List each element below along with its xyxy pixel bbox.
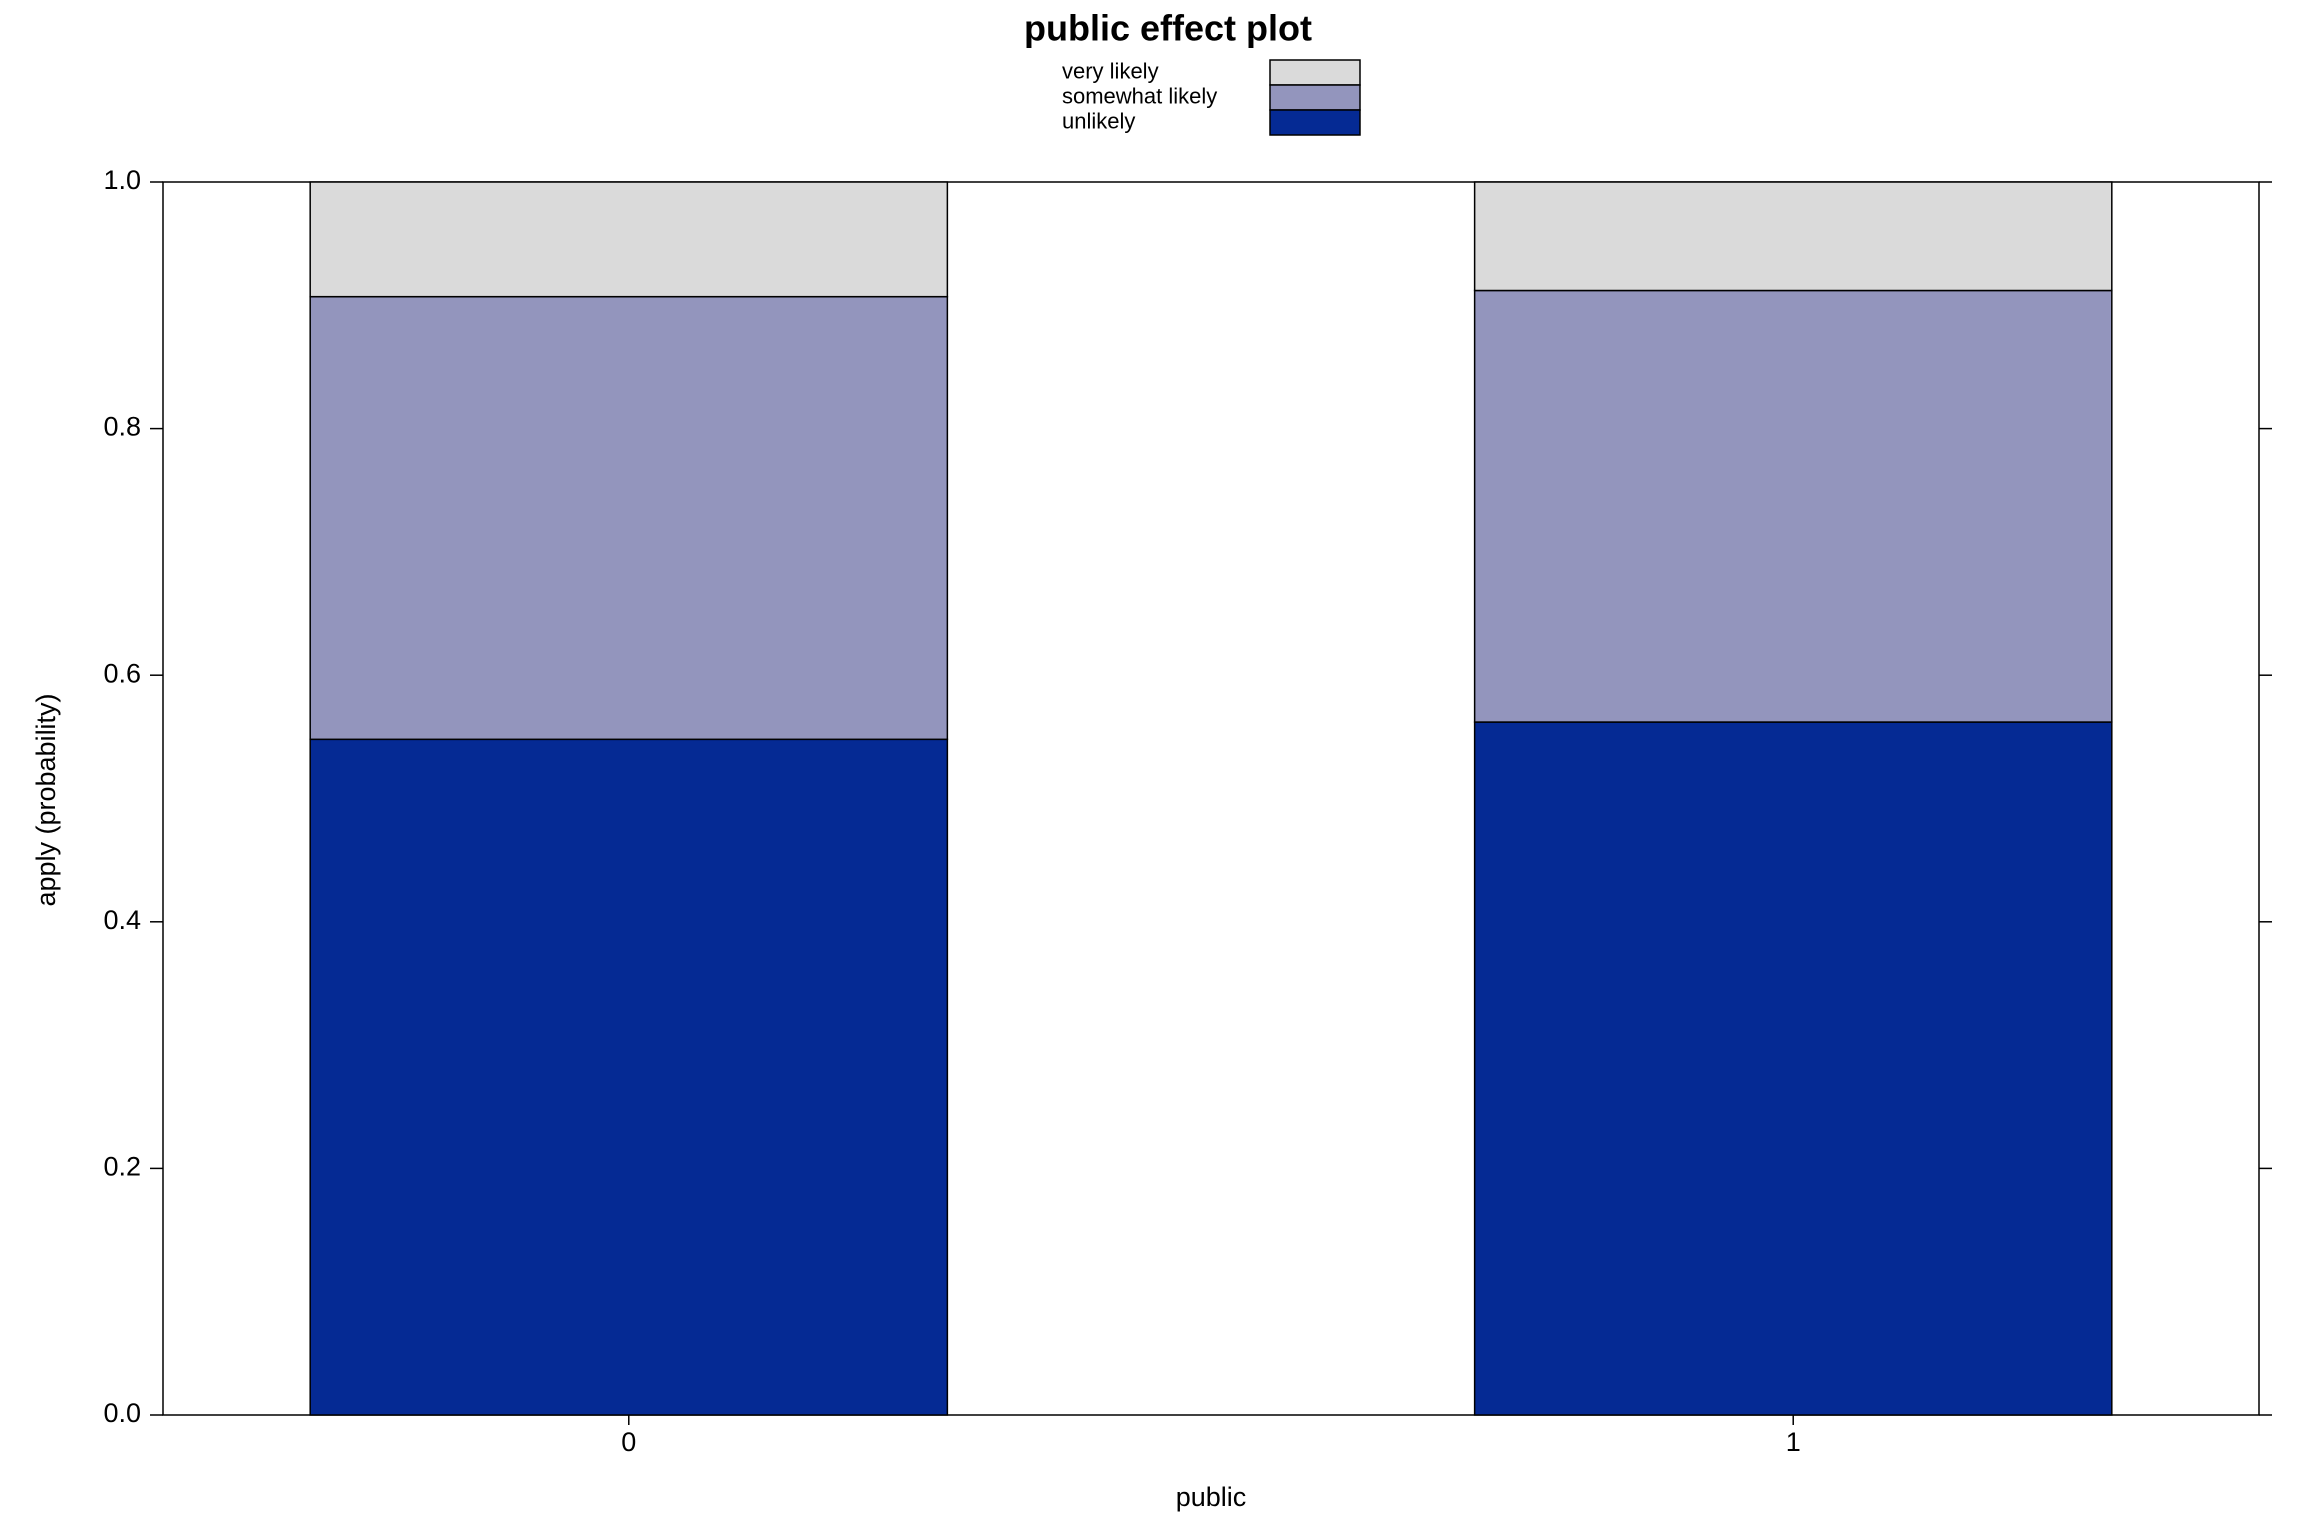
y-tick-label: 1.0 xyxy=(103,165,141,195)
plot-frame xyxy=(162,181,2260,1416)
legend-label: very likely xyxy=(1062,58,1159,83)
x-tick-label: 0 xyxy=(621,1427,636,1457)
x-tick-label: 1 xyxy=(1786,1427,1801,1457)
y-tick-label: 0.2 xyxy=(103,1152,141,1182)
legend-label: somewhat likely xyxy=(1062,83,1217,108)
legend-swatch xyxy=(1269,109,1361,136)
legend-swatch xyxy=(1269,59,1361,86)
y-tick-label: 0.8 xyxy=(103,412,141,442)
bar-segment xyxy=(1473,721,2113,1416)
y-axis-label: apply (probability) xyxy=(31,693,61,906)
y-tick-label: 0.6 xyxy=(103,658,141,688)
legend-label: unlikely xyxy=(1062,108,1135,133)
bar-segment xyxy=(309,738,949,1416)
x-axis-label: public xyxy=(1176,1482,1247,1512)
y-tick-label: 0.0 xyxy=(103,1398,141,1428)
legend-swatch xyxy=(1269,84,1361,111)
bar-segment xyxy=(309,181,949,298)
y-tick-label: 0.4 xyxy=(103,905,141,935)
bar-segment xyxy=(1473,289,2113,723)
bar-segment xyxy=(309,295,949,741)
bar-segment xyxy=(1473,181,2113,292)
chart-title: public effect plot xyxy=(1024,8,1312,49)
